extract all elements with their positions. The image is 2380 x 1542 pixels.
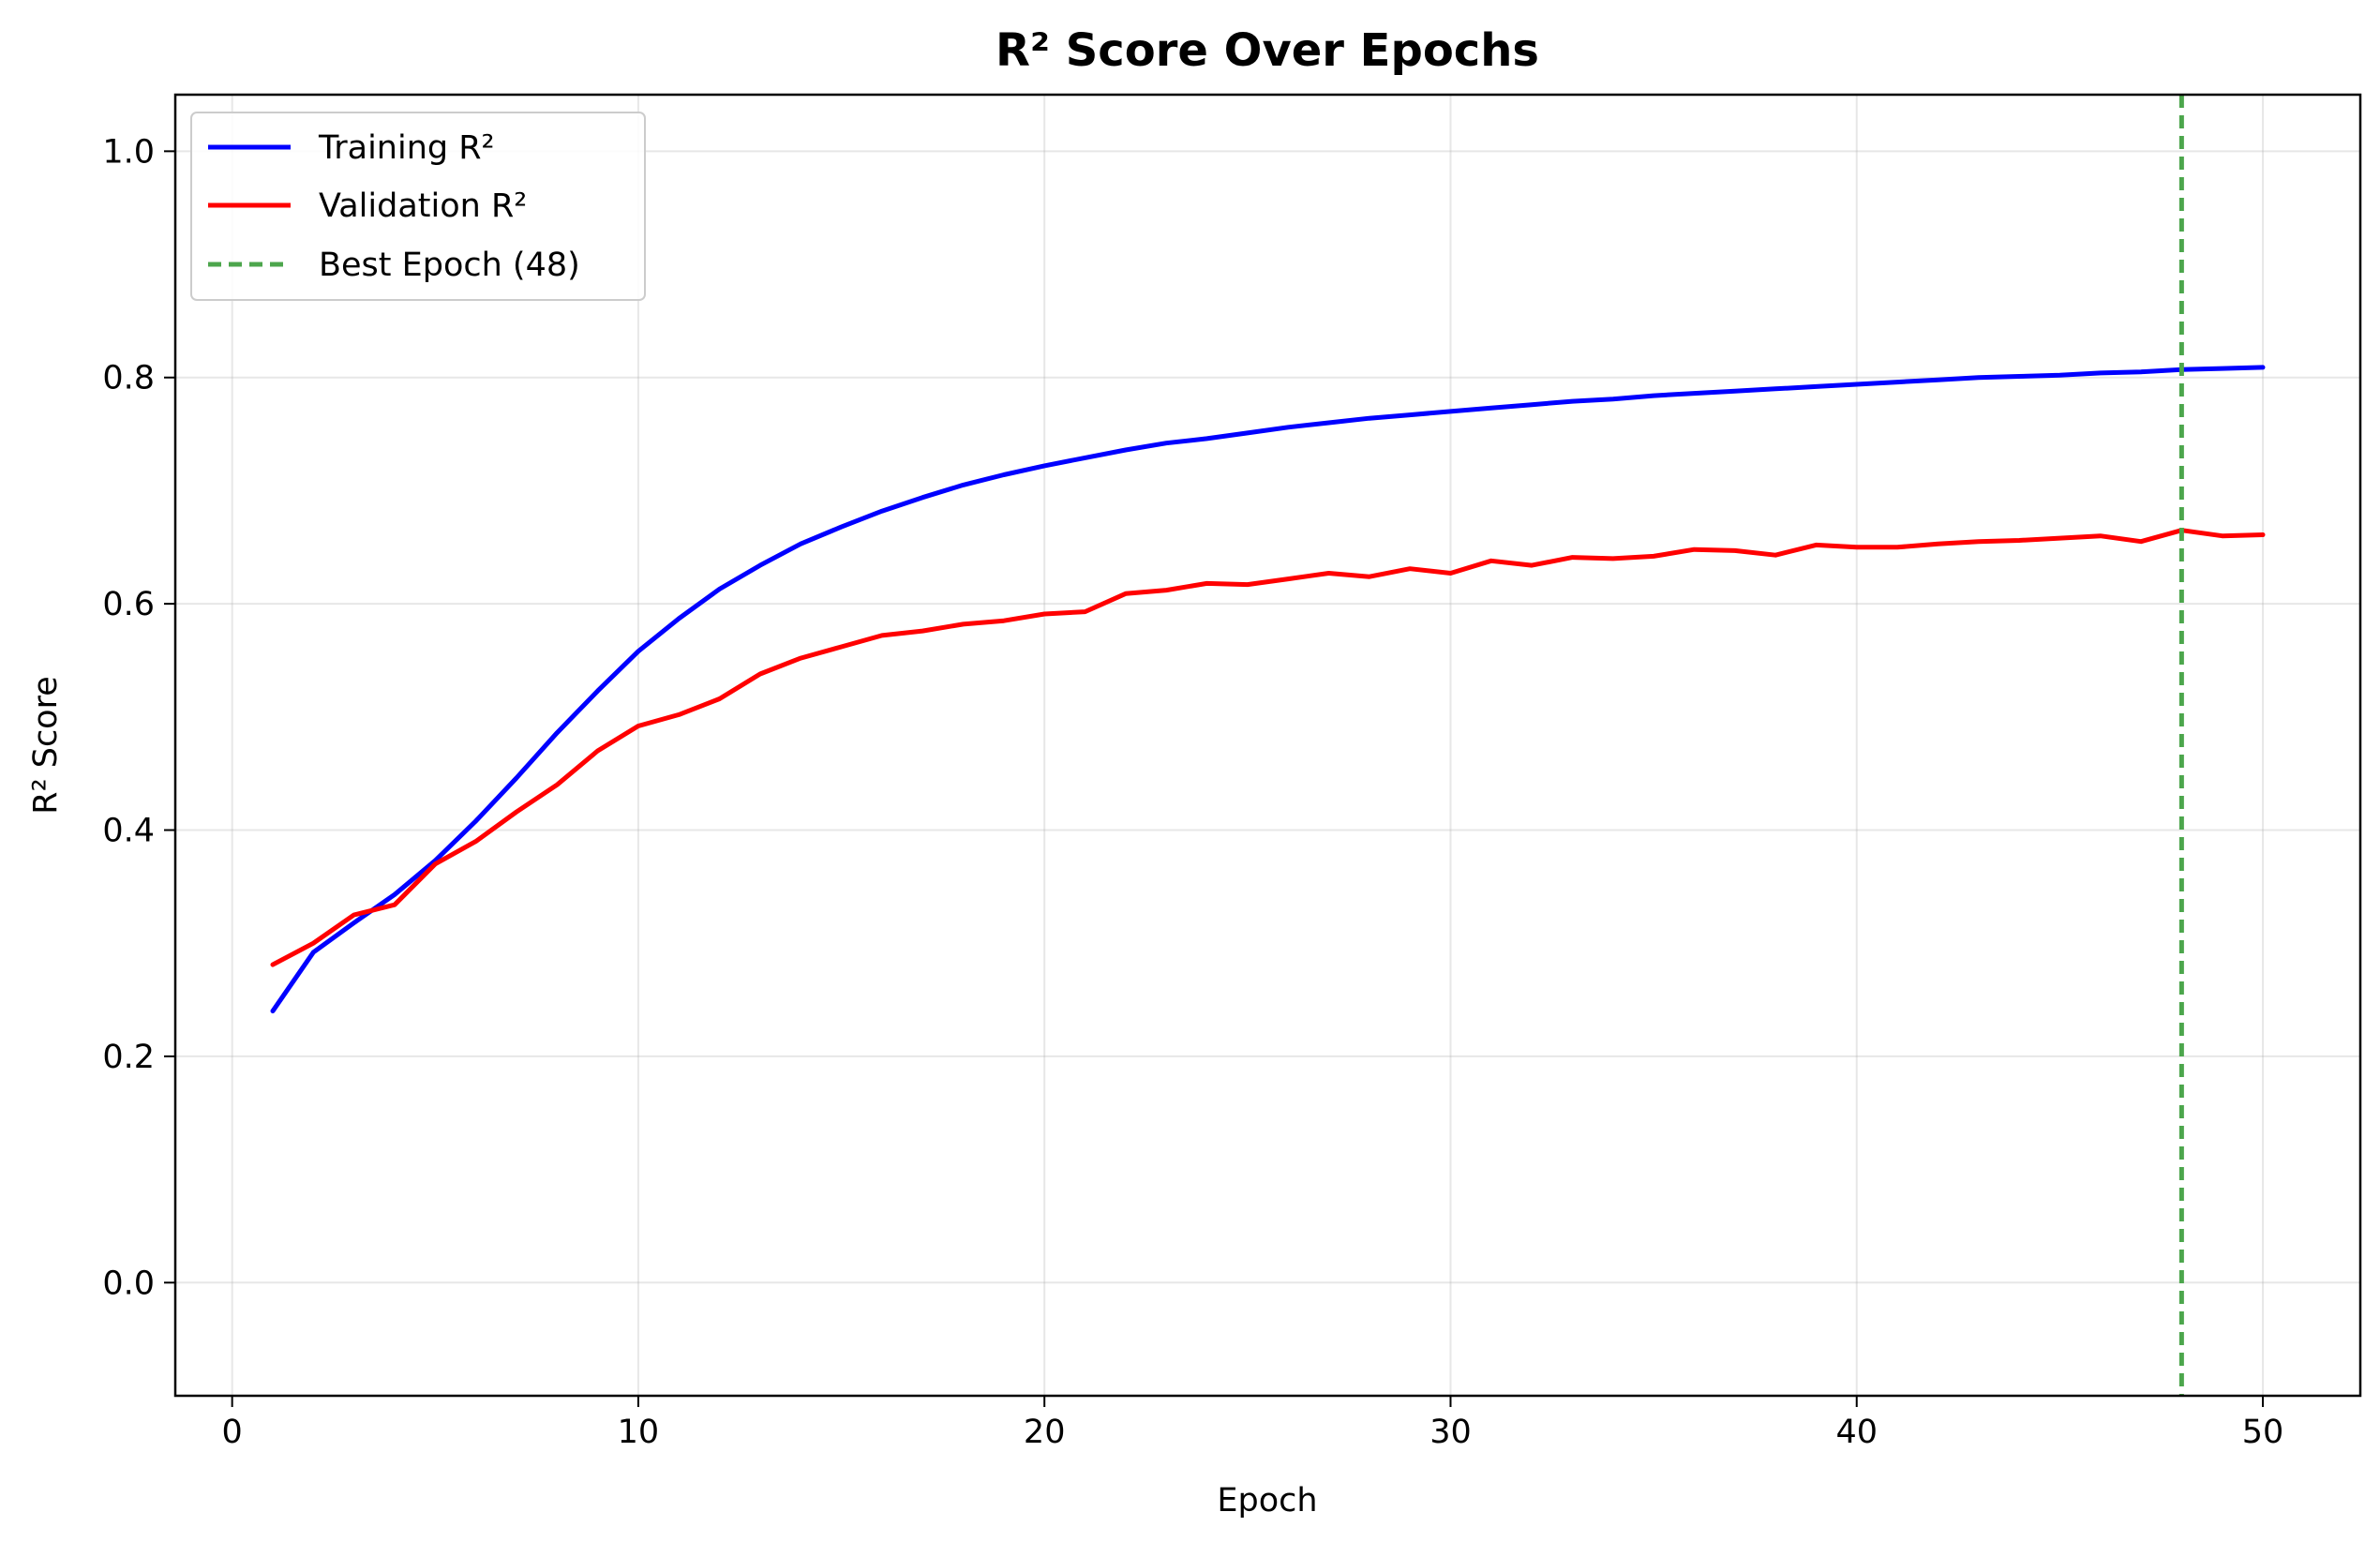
y-tick-label: 0.4 bbox=[102, 813, 155, 850]
validation-r2-line bbox=[270, 528, 2266, 967]
legend-label-best-epoch: Best Epoch (48) bbox=[319, 247, 580, 284]
x-tick-label: 30 bbox=[1429, 1414, 1472, 1451]
legend: Training R² Validation R² Best Epoch (48… bbox=[190, 112, 646, 301]
legend-box bbox=[190, 112, 646, 301]
chart-title: R² Score Over Epochs bbox=[995, 24, 1539, 77]
y-tick-label: 0.2 bbox=[102, 1039, 155, 1076]
axis-ticks: 0 10 20 30 40 50 0.0 0.2 0.4 0.6 0.8 1.0 bbox=[102, 133, 2283, 1451]
y-axis-label: R² Score bbox=[27, 676, 65, 815]
y-tick-label: 1.0 bbox=[102, 133, 155, 171]
y-tick-label: 0.0 bbox=[102, 1265, 155, 1302]
x-axis-label: Epoch bbox=[1217, 1482, 1317, 1520]
legend-label-validation: Validation R² bbox=[319, 187, 527, 225]
y-tick-label: 0.8 bbox=[102, 360, 155, 397]
x-tick-label: 40 bbox=[1835, 1414, 1878, 1451]
x-tick-label: 20 bbox=[1024, 1414, 1066, 1451]
training-r2-line bbox=[270, 365, 2266, 1014]
y-tick-label: 0.6 bbox=[102, 586, 155, 623]
x-tick-label: 0 bbox=[222, 1414, 243, 1451]
legend-label-training: Training R² bbox=[318, 129, 495, 167]
x-tick-label: 10 bbox=[618, 1414, 660, 1451]
plot-area bbox=[270, 95, 2266, 1396]
plot-frame bbox=[173, 93, 2362, 1398]
x-tick-label: 50 bbox=[2242, 1414, 2284, 1451]
